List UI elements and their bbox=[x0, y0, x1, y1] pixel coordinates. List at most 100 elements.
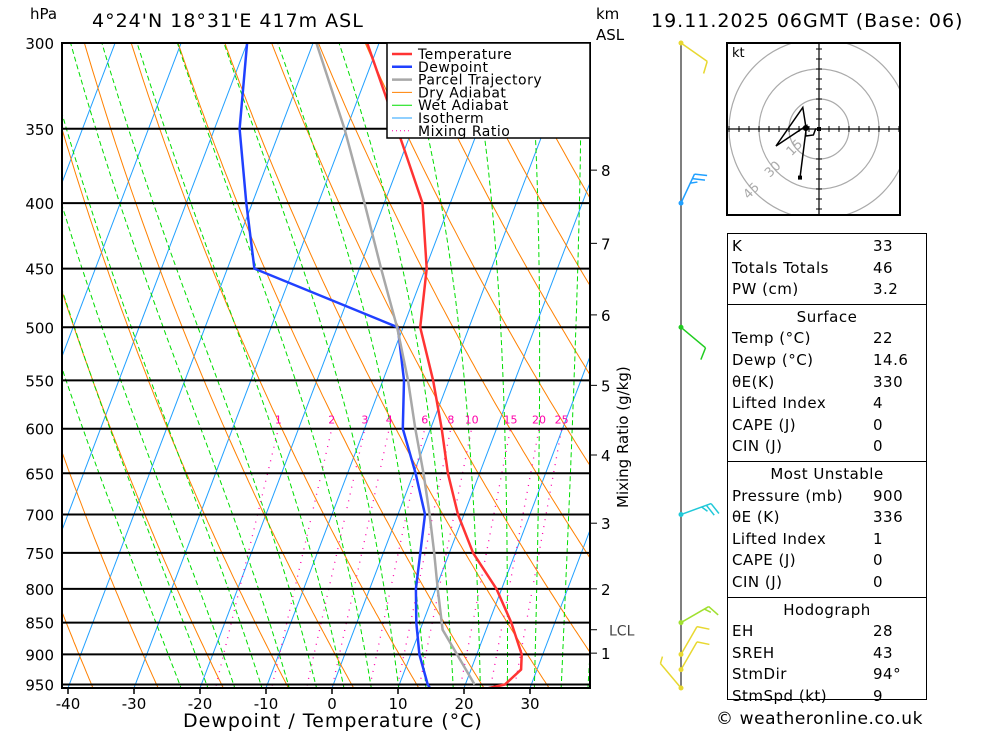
stats-value: 336 bbox=[873, 508, 904, 527]
stats-section-surface: Surface Temp (°C) 22 Dewp (°C) 14.6 θE(K) 330 L… bbox=[728, 305, 926, 462]
legend-label-wet_adiabat: Wet Adiabat bbox=[418, 98, 509, 114]
stats-section-hodograph: Hodograph EH 28 SREH 43 StmDir 94° StmSpd (kt) 9 bbox=[728, 598, 926, 711]
wet-adiabat-line bbox=[587, 644, 590, 688]
stats-row: Lifted Index 1 bbox=[728, 529, 926, 551]
wind-barb-feather bbox=[708, 606, 719, 616]
stats-table: K 33 Totals Totals 46 PW (cm) 3.2 Surface Temp … bbox=[727, 233, 927, 705]
stats-row: Pressure (mb) 900 bbox=[728, 486, 926, 508]
wet-adiabat-line bbox=[62, 366, 182, 688]
stats-row: CIN (J) 0 bbox=[728, 436, 926, 458]
hodograph-start-marker bbox=[817, 127, 821, 131]
stats-row: Totals Totals 46 bbox=[728, 258, 926, 280]
wind-barb-dot bbox=[678, 651, 684, 657]
section-title: Hodograph bbox=[783, 600, 871, 619]
stats-value: 14.6 bbox=[873, 350, 909, 369]
wind-barb-feather bbox=[700, 347, 707, 360]
mixing-ratio-axis-label: Mixing Ratio (g/kg) bbox=[614, 366, 632, 508]
isotherm-line bbox=[62, 43, 182, 358]
stats-label: Totals Totals bbox=[732, 258, 829, 277]
legend-label-mixing_ratio: Mixing Ratio bbox=[418, 124, 510, 140]
stats-row: StmSpd (kt) 9 bbox=[728, 686, 926, 708]
km-asl-label: ASL bbox=[596, 26, 625, 44]
stats-section-indices: K 33 Totals Totals 46 PW (cm) 3.2 bbox=[728, 234, 926, 305]
legend-label-isotherm: Isotherm bbox=[418, 111, 484, 127]
stats-value: 330 bbox=[873, 372, 904, 391]
stats-value: 43 bbox=[873, 643, 894, 662]
lcl-label: LCL bbox=[609, 624, 635, 640]
legend-label-dry_adiabat: Dry Adiabat bbox=[418, 85, 506, 101]
temperature-line bbox=[366, 43, 523, 688]
pressure-tick-label: 850 bbox=[25, 615, 54, 633]
wind-barb-feather bbox=[694, 173, 708, 177]
pressure-tick-label: 650 bbox=[25, 465, 54, 483]
km-tick-label: 4 bbox=[601, 447, 611, 465]
wet-adiabat-line bbox=[62, 288, 209, 688]
km-tick-label: 6 bbox=[601, 307, 611, 325]
temperature-tick-label: -40 bbox=[56, 695, 81, 713]
stats-value: 9 bbox=[873, 686, 884, 705]
stats-value: 900 bbox=[873, 486, 904, 505]
pressure-tick-label: 300 bbox=[25, 35, 54, 53]
stats-label: Pressure (mb) bbox=[732, 486, 844, 505]
km-tick-label: 3 bbox=[601, 515, 611, 533]
wet-adiabat-line bbox=[223, 43, 400, 688]
isotherm-line bbox=[0, 5, 64, 713]
mixing-ratio-label: 6 bbox=[421, 414, 428, 427]
wind-barb-shaft bbox=[659, 663, 682, 689]
stats-label: PW (cm) bbox=[732, 280, 799, 299]
mixing-ratio-label: 3 bbox=[361, 414, 368, 427]
stats-row: EH 28 bbox=[728, 621, 926, 643]
wet-adiabat-line bbox=[470, 43, 508, 688]
pressure-tick-label: 600 bbox=[25, 421, 54, 439]
isotherm-line bbox=[62, 43, 248, 532]
stats-label: StmSpd (kt) bbox=[732, 686, 828, 705]
stats-value: 33 bbox=[873, 237, 894, 255]
hodograph-unit-label: kt bbox=[732, 46, 745, 61]
stats-label: StmDir bbox=[732, 665, 787, 684]
pressure-tick-label: 450 bbox=[25, 261, 54, 279]
pressure-tick-label: 950 bbox=[25, 676, 54, 694]
wind-barb-shaft bbox=[680, 626, 698, 655]
wind-barb-shaft bbox=[680, 641, 698, 671]
km-tick-label: 2 bbox=[601, 581, 611, 599]
dry-adiabat-line bbox=[991, 5, 1000, 713]
stats-label: θE (K) bbox=[732, 508, 780, 527]
legend-label-dewpoint: Dewpoint bbox=[418, 60, 489, 76]
pressure-tick-label: 350 bbox=[25, 121, 54, 139]
wind-barb-dot bbox=[678, 512, 684, 518]
wind-barb-feather bbox=[705, 504, 715, 516]
location-title: 4°24'N 18°31'E 417m ASL bbox=[92, 10, 364, 32]
mixing-ratio-label: 8 bbox=[447, 414, 454, 427]
stats-value: 0 bbox=[873, 551, 884, 570]
temperature-tick-label: -10 bbox=[254, 695, 279, 713]
isotherm-line bbox=[133, 43, 380, 688]
stats-label: CAPE (J) bbox=[732, 415, 797, 434]
stats-section-most-unstable: Most Unstable Pressure (mb) 900 θE (K) 336 Li… bbox=[728, 462, 926, 598]
pressure-tick-label: 800 bbox=[25, 581, 54, 599]
km-tick-label: 1 bbox=[601, 645, 611, 663]
stats-label: θE(K) bbox=[732, 372, 775, 391]
parcel-line bbox=[315, 43, 476, 686]
wet-adiabat-line bbox=[529, 43, 541, 688]
wind-barb-shaft bbox=[680, 605, 710, 624]
dry-adiabat-line bbox=[83, 43, 355, 688]
stats-row: PW (cm) 3.2 bbox=[728, 279, 926, 301]
wind-barb-shaft bbox=[680, 502, 712, 516]
dry-adiabat-line bbox=[0, 5, 38, 713]
isotherm-line bbox=[62, 43, 116, 185]
km-unit-label: km bbox=[596, 5, 619, 23]
stats-row: Temp (°C) 22 bbox=[728, 328, 926, 350]
wind-barb-feather bbox=[701, 506, 708, 512]
temperature-tick-label: -20 bbox=[188, 695, 213, 713]
isotherm-line bbox=[529, 528, 590, 688]
stats-label: Lifted Index bbox=[732, 394, 827, 413]
wet-adiabat-line bbox=[176, 43, 372, 688]
km-tick-label: 8 bbox=[601, 162, 611, 180]
stats-label: K bbox=[732, 237, 743, 255]
storm-motion-marker bbox=[802, 125, 809, 131]
dry-adiabat-line bbox=[945, 5, 1000, 713]
isotherm-line bbox=[397, 181, 590, 688]
stats-value: 0 bbox=[873, 415, 884, 434]
